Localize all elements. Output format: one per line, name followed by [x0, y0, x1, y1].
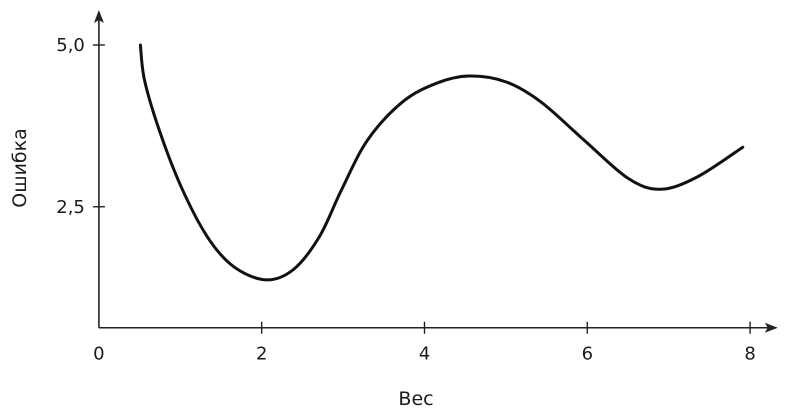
y-axis-arrow [93, 10, 104, 24]
x-tick-label: 4 [419, 344, 430, 365]
x-tick-label: 8 [744, 344, 755, 365]
ticks: 0 2 4 6 8 2,5 5,0 [56, 35, 756, 365]
x-axis-arrow [764, 322, 778, 333]
x-tick-label: 0 [93, 344, 104, 365]
y-tick-label: 5,0 [56, 35, 85, 56]
series-line [138, 43, 745, 282]
x-tick-label: 6 [582, 344, 593, 365]
y-tick-label: 2,5 [56, 197, 85, 218]
y-axis-label: Ошибка [9, 128, 31, 208]
x-axis-label: Вес [398, 388, 433, 410]
axes [93, 10, 778, 333]
x-tick-label: 2 [256, 344, 267, 365]
